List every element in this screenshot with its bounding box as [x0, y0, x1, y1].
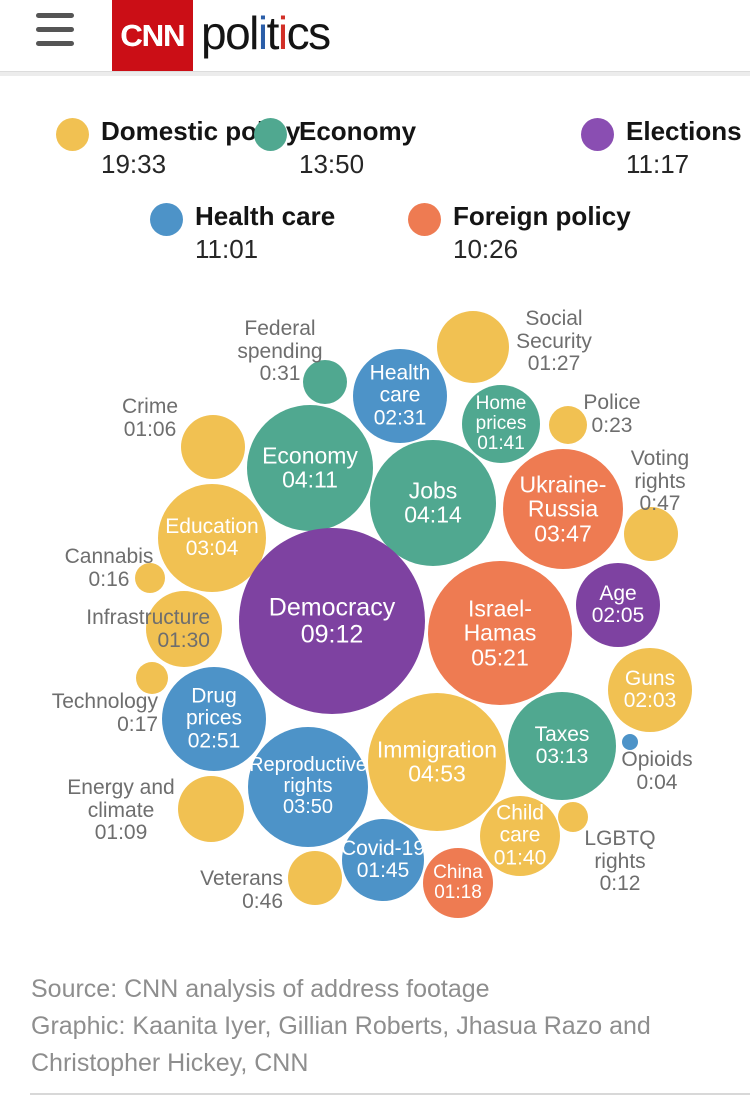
legend-item-economy: Economy 13:50 [254, 116, 416, 180]
wordmark-segment: i [277, 7, 288, 59]
bubble-label-federal-spending: Federal spending 0:31 [237, 317, 323, 385]
bubble-label-economy: Economy 04:11 [262, 442, 358, 493]
bubble-label-taxes: Taxes 03:13 [534, 722, 590, 768]
bubble-china [423, 848, 493, 918]
bubble-education [158, 484, 266, 592]
legend-label: Elections [626, 116, 742, 146]
bubble-label-israel-hamas: Israel- Hamas 05:21 [463, 595, 537, 671]
bubble-label-home-prices: Home prices 01:41 [475, 392, 527, 455]
bubble-label-veterans: Veterans 0:46 [200, 867, 283, 913]
bubble-label-reproductive-rights: Reproductive rights 03:50 [249, 754, 367, 819]
bubble-federal-spending [303, 360, 347, 404]
hamburger-bar [36, 13, 74, 18]
bubble-opioids [622, 734, 638, 750]
bubble-voting-rights [624, 507, 678, 561]
legend-label: Health care [195, 201, 336, 231]
bubble-veterans [288, 851, 342, 905]
bubble-label-education: Education 03:04 [165, 514, 259, 560]
bubble-chart: Federal spending 0:31 Social Security 01:27 He… [51, 307, 693, 918]
header: CNN politics [0, 0, 750, 71]
legend-time: 11:17 [626, 149, 690, 179]
politics-wordmark[interactable]: politics [201, 6, 332, 60]
hamburger-menu-icon[interactable] [36, 11, 74, 51]
legend-item-foreign-policy: Foreign policy 10:26 [408, 201, 631, 265]
bubble-label-ukraine-russia: Ukraine- Russia 03:47 [519, 471, 607, 547]
bottom-divider [30, 1093, 750, 1095]
header-divider [0, 71, 750, 76]
bubble-infrastructure [146, 591, 222, 667]
bubble-label-guns: Guns 02:03 [623, 666, 677, 712]
bubble-label-immigration: Immigration 04:53 [376, 736, 498, 787]
bubble-immigration [368, 693, 506, 831]
bubble-cannabis [135, 563, 165, 593]
bubble-crime [181, 415, 245, 479]
bubble-label-police: Police 0:23 [583, 391, 641, 437]
legend-item-elections: Elections 11:17 [581, 116, 742, 180]
bubble-label-child-care: Child care 01:40 [493, 801, 547, 870]
bubble-covid-19 [342, 819, 424, 901]
bubble-label-democracy: Democracy 09:12 [268, 593, 396, 648]
wordmark-segment: pol [201, 7, 259, 59]
bubble-label-drug-prices: Drug prices 02:51 [185, 684, 243, 753]
bubble-label-lgbtq-rights: LGBTQ rights 0:12 [584, 827, 656, 895]
bubble-label-social-security: Social Security 01:27 [516, 307, 592, 375]
bubble-technology [136, 662, 168, 694]
bubble-label-china: China 01:18 [433, 861, 483, 903]
bubble-label-age: Age 02:05 [591, 581, 645, 627]
cnn-logo[interactable]: CNN [112, 0, 193, 71]
bubble-social-security [437, 311, 509, 383]
wordmark-segment: i [257, 7, 268, 59]
legend-dot-elections [581, 118, 614, 151]
legend-item-health-care: Health care 11:01 [150, 201, 335, 265]
wordmark-segment: cs [286, 7, 332, 59]
legend-time: 13:50 [299, 149, 365, 179]
bubble-energy-and-climate [178, 776, 244, 842]
bubble-health-care [353, 349, 447, 443]
bubble-taxes [508, 692, 616, 800]
bubble-child-care [480, 796, 560, 876]
chart-footer: Source: CNN analysis of address footage … [31, 971, 696, 1082]
bubble-drug-prices [162, 667, 266, 771]
legend-time: 10:26 [453, 234, 519, 264]
bubble-lgbtq-rights [558, 802, 588, 832]
legend-label: Economy [299, 116, 417, 146]
legend-dot-domestic-policy [56, 118, 89, 151]
bubble-home-prices [462, 385, 540, 463]
bubble-label-technology: Technology 0:17 [51, 690, 158, 736]
legend-time: 11:01 [195, 234, 259, 264]
legend-time: 19:33 [101, 149, 167, 179]
bubble-label-jobs: Jobs 04:14 [404, 477, 462, 528]
bubble-label-energy-and-climate: Energy and climate 01:09 [67, 776, 175, 844]
bubble-reproductive-rights [248, 727, 368, 847]
chart-legend: Domestic policy 19:33 Economy 13:50 Electi… [0, 95, 750, 280]
bubble-label-opioids: Opioids 0:04 [621, 748, 693, 794]
bubble-guns [608, 648, 692, 732]
bubble-jobs [370, 440, 496, 566]
hamburger-bar [36, 41, 74, 46]
bubble-label-infrastructure: Infrastructure 01:30 [86, 606, 210, 652]
legend-dot-foreign-policy [408, 203, 441, 236]
bubble-label-cannabis: Cannabis 0:16 [64, 545, 154, 591]
bubble-age [576, 563, 660, 647]
legend-dot-health-care [150, 203, 183, 236]
legend-dot-economy [254, 118, 287, 151]
credit-text: Graphic: Kaanita Iyer, Gillian Roberts, … [31, 1012, 651, 1077]
cnn-logo-text: CNN [120, 17, 185, 53]
bubble-democracy [239, 528, 425, 714]
bubble-ukraine-russia [503, 449, 623, 569]
hamburger-bar [36, 27, 74, 32]
bubble-label-voting-rights: Voting rights 0:47 [630, 447, 690, 515]
bubble-label-covid-19: Covid-19 01:45 [340, 836, 426, 882]
bubble-economy [247, 405, 373, 531]
bubble-label-health-care: Health care 02:31 [369, 361, 431, 430]
legend-label: Foreign policy [453, 201, 631, 231]
wordmark-segment: t [266, 7, 280, 59]
source-text: Source: CNN analysis of address footage [31, 975, 490, 1003]
bubble-israel-hamas [428, 561, 572, 705]
bubble-label-crime: Crime 01:06 [122, 395, 178, 441]
bubble-police [549, 406, 587, 444]
